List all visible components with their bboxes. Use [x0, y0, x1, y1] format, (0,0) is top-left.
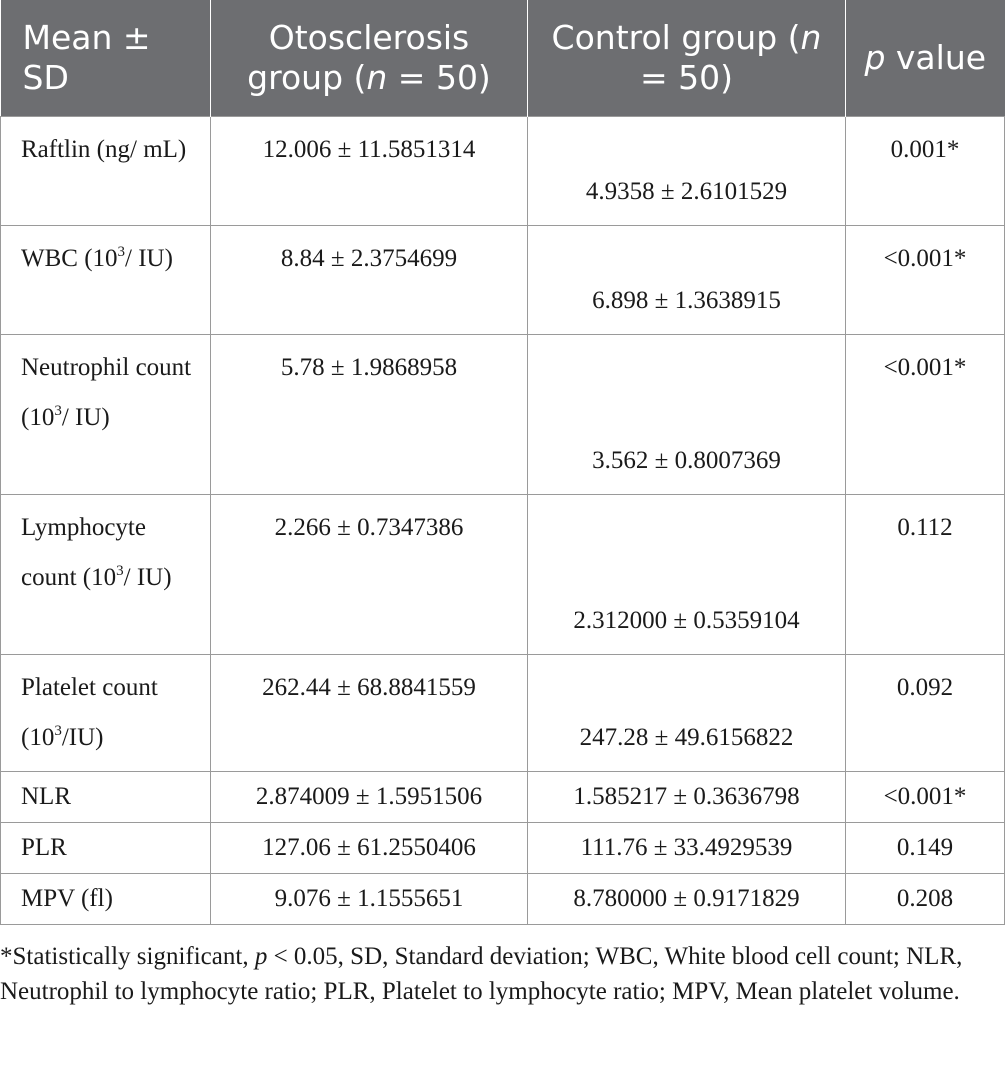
cell-control: 2.312000 ± 0.5359104: [527, 494, 846, 655]
cell-control: 3.562 ± 0.8007369: [527, 334, 846, 495]
table-row: Neutrophil count (103/ IU) 5.78 ± 1.9868…: [0, 334, 1005, 495]
label-text: Lymphocyte count (10: [21, 514, 146, 591]
header-p: p: [864, 38, 886, 77]
cell-p-value: 0.208: [845, 873, 1005, 925]
cell-p-value: 0.092: [845, 654, 1005, 772]
row-label-lymphocyte: Lymphocyte count (103/ IU): [0, 494, 211, 655]
label-sup: 3: [54, 402, 62, 419]
table-row: WBC (103/ IU) 8.84 ± 2.3754699 6.898 ± 1…: [0, 225, 1005, 335]
label-text: Neutrophil count (10: [21, 354, 192, 431]
header-otosclerosis-n: n: [366, 58, 388, 97]
label-text-post: / IU): [61, 404, 110, 431]
cell-otosclerosis: 127.06 ± 61.2550406: [210, 822, 528, 874]
cell-control: 4.9358 ± 2.6101529: [527, 116, 846, 226]
table-row: NLR 2.874009 ± 1.5951506 1.585217 ± 0.36…: [0, 771, 1005, 823]
header-control-text-a: Control group (: [551, 18, 801, 57]
cell-p-value: 0.112: [845, 494, 1005, 655]
header-otosclerosis-text-b: = 50): [387, 58, 491, 97]
label-text-post: / IU): [123, 564, 172, 591]
table-footnote: *Statistically significant, p < 0.05, SD…: [0, 925, 1005, 1009]
table-row: Lymphocyte count (103/ IU) 2.266 ± 0.734…: [0, 494, 1005, 655]
label-sup: 3: [54, 722, 62, 739]
cell-otosclerosis: 2.266 ± 0.7347386: [210, 494, 528, 655]
header-otosclerosis-text-a: Otosclerosis group (: [247, 18, 470, 97]
cell-control: 6.898 ± 1.3638915: [527, 225, 846, 335]
cell-otosclerosis: 8.84 ± 2.3754699: [210, 225, 528, 335]
label-text-post: / IU): [125, 245, 173, 272]
cell-control: 1.585217 ± 0.3636798: [527, 771, 846, 823]
row-label-nlr: NLR: [0, 771, 211, 823]
cell-otosclerosis: 2.874009 ± 1.5951506: [210, 771, 528, 823]
row-label-plr: PLR: [0, 822, 211, 874]
footnote-text-b: < 0.05, SD, Standard deviation; WBC, Whi…: [0, 943, 963, 1005]
cell-control: 247.28 ± 49.6156822: [527, 654, 846, 772]
cell-otosclerosis: 12.006 ± 11.5851314: [210, 116, 528, 226]
row-label-mpv: MPV (fl): [0, 873, 211, 925]
cell-p-value: 0.149: [845, 822, 1005, 874]
header-row: Mean ± SD Otosclerosis group (n = 50) Co…: [0, 0, 1005, 117]
label-sup: 3: [117, 243, 126, 260]
label-text: Platelet count (10: [21, 674, 158, 751]
label-text-post: /IU): [61, 724, 104, 751]
header-value: value: [885, 38, 987, 77]
cell-p-value: <0.001*: [845, 225, 1005, 335]
table-row: Raftlin (ng/ mL) 12.006 ± 11.5851314 4.9…: [0, 116, 1005, 226]
table-row: PLR 127.06 ± 61.2550406 111.76 ± 33.4929…: [0, 822, 1005, 874]
cell-control: 111.76 ± 33.4929539: [527, 822, 846, 874]
cell-control: 8.780000 ± 0.9171829: [527, 873, 846, 925]
header-mean-sd: Mean ± SD: [0, 0, 211, 117]
cell-otosclerosis: 262.44 ± 68.8841559: [210, 654, 528, 772]
cell-p-value: <0.001*: [845, 771, 1005, 823]
cell-p-value: <0.001*: [845, 334, 1005, 495]
cell-otosclerosis: 9.076 ± 1.1555651: [210, 873, 528, 925]
label-sup: 3: [116, 562, 124, 579]
table-row: Platelet count (103/IU) 262.44 ± 68.8841…: [0, 654, 1005, 772]
header-p-value: p value: [845, 0, 1005, 117]
label-text: WBC (10: [21, 245, 118, 272]
table-container: Mean ± SD Otosclerosis group (n = 50) Co…: [0, 0, 1005, 1009]
cell-p-value: 0.001*: [845, 116, 1005, 226]
cell-otosclerosis: 5.78 ± 1.9868958: [210, 334, 528, 495]
table-row: MPV (fl) 9.076 ± 1.1555651 8.780000 ± 0.…: [0, 873, 1005, 925]
row-label-neutrophil: Neutrophil count (103/ IU): [0, 334, 211, 495]
header-otosclerosis-group: Otosclerosis group (n = 50): [210, 0, 528, 117]
row-label-platelet: Platelet count (103/IU): [0, 654, 211, 772]
header-control-text-b: = 50): [639, 58, 733, 97]
row-label-raftlin: Raftlin (ng/ mL): [0, 116, 211, 226]
row-label-wbc: WBC (103/ IU): [0, 225, 211, 335]
results-table: Mean ± SD Otosclerosis group (n = 50) Co…: [0, 0, 1005, 925]
header-control-n: n: [800, 18, 822, 57]
footnote-text-a: *Statistically significant,: [0, 943, 255, 970]
footnote-p: p: [254, 943, 268, 970]
header-control-group: Control group (n = 50): [527, 0, 846, 117]
